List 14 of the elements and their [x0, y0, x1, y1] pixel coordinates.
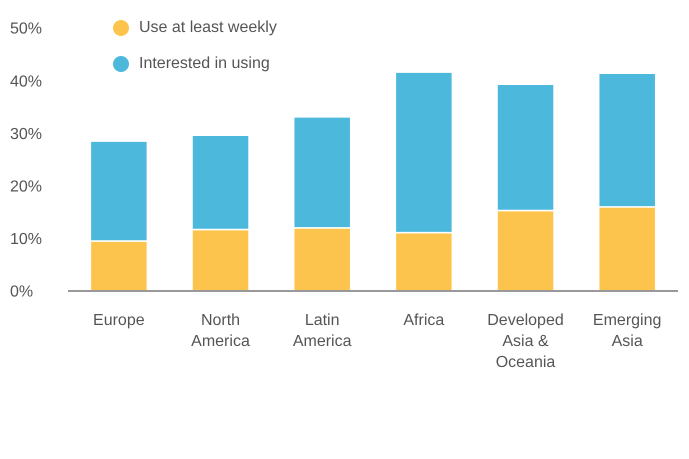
y-tick-label: 20% [10, 178, 42, 196]
x-tick-label: Africa [403, 312, 444, 329]
x-tick-label: Europe [93, 312, 145, 329]
y-tick-label: 30% [10, 126, 42, 143]
x-tick-label: Developed Asia & Oceania [487, 312, 564, 371]
y-tick-label: 0% [10, 284, 34, 301]
legend-label: Interested in using [139, 55, 270, 73]
y-tick-label: 40% [10, 73, 42, 90]
x-tick-label: North America [191, 312, 250, 350]
x-tick-label: Emerging Asia [592, 312, 662, 350]
y-tick-label: 50% [10, 20, 42, 38]
legend-label: Use at least weekly [139, 19, 277, 37]
x-tick-label: Latin America [292, 312, 352, 350]
y-tick-label: 10% [10, 231, 42, 248]
